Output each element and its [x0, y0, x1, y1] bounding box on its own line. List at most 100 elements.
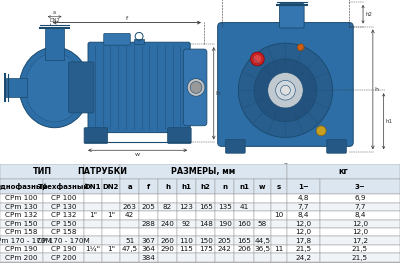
- Bar: [43, 194, 84, 202]
- Text: ПАТРУБКИ: ПАТРУБКИ: [77, 167, 127, 176]
- FancyBboxPatch shape: [218, 23, 353, 146]
- Bar: [0, 202, 43, 211]
- Text: 4,8: 4,8: [298, 195, 309, 201]
- Bar: [0, 253, 43, 262]
- FancyBboxPatch shape: [68, 62, 94, 113]
- Circle shape: [254, 59, 317, 122]
- Bar: [6, 78, 27, 97]
- Text: 205: 205: [218, 238, 232, 244]
- Bar: [177, 228, 196, 236]
- Bar: [102, 236, 120, 245]
- Bar: [177, 202, 196, 211]
- Bar: [196, 179, 215, 194]
- Bar: [196, 219, 215, 228]
- Bar: [158, 211, 177, 219]
- Bar: [320, 211, 400, 219]
- Text: 8,4: 8,4: [298, 212, 309, 218]
- Bar: [254, 228, 271, 236]
- Bar: [254, 179, 271, 194]
- Bar: [43, 202, 84, 211]
- Bar: [158, 179, 177, 194]
- Bar: [120, 211, 139, 219]
- Text: ТИП: ТИП: [32, 167, 52, 176]
- Text: h1: h1: [386, 119, 393, 124]
- Bar: [139, 194, 158, 202]
- Text: h: h: [216, 91, 220, 96]
- Bar: [196, 253, 215, 262]
- Text: 8,4: 8,4: [354, 212, 366, 218]
- Bar: [158, 236, 177, 245]
- Text: 288: 288: [142, 221, 156, 227]
- Bar: [0, 164, 84, 179]
- Text: CPm 130: CPm 130: [5, 204, 38, 210]
- Text: 240: 240: [161, 221, 174, 227]
- Text: CPm 170 - 170M: CPm 170 - 170M: [0, 238, 52, 244]
- Text: 367: 367: [142, 238, 156, 244]
- Text: w: w: [259, 184, 266, 190]
- Bar: [158, 194, 177, 202]
- Text: 1": 1": [107, 212, 115, 218]
- Bar: [43, 211, 84, 219]
- Text: 41: 41: [239, 204, 249, 210]
- Text: 12,0: 12,0: [296, 221, 312, 227]
- Text: 1": 1": [107, 246, 115, 252]
- Bar: [234, 253, 254, 262]
- Bar: [215, 211, 234, 219]
- Text: 260: 260: [161, 238, 174, 244]
- Text: CP 150: CP 150: [51, 221, 76, 227]
- Bar: [234, 219, 254, 228]
- Text: a: a: [127, 184, 132, 190]
- Bar: [43, 219, 84, 228]
- Bar: [0, 219, 43, 228]
- Bar: [120, 228, 139, 236]
- Bar: [254, 219, 271, 228]
- Bar: [271, 236, 287, 245]
- Text: 6,9: 6,9: [354, 195, 366, 201]
- Bar: [215, 236, 234, 245]
- Circle shape: [190, 82, 202, 93]
- Bar: [271, 194, 287, 202]
- Text: CP 200: CP 200: [51, 255, 76, 261]
- Bar: [0, 245, 43, 253]
- Bar: [320, 194, 400, 202]
- Bar: [215, 219, 234, 228]
- Bar: [158, 228, 177, 236]
- Circle shape: [276, 81, 295, 100]
- Bar: [320, 253, 400, 262]
- Text: 123: 123: [180, 204, 193, 210]
- Bar: [134, 39, 144, 44]
- Bar: [0, 179, 43, 194]
- Bar: [320, 202, 400, 211]
- Bar: [120, 194, 139, 202]
- Text: CPm 200: CPm 200: [5, 255, 38, 261]
- Text: h: h: [375, 87, 379, 92]
- Text: DN2: DN2: [103, 184, 119, 190]
- Bar: [254, 245, 271, 253]
- Bar: [120, 219, 139, 228]
- Bar: [177, 253, 196, 262]
- Circle shape: [238, 43, 332, 138]
- Bar: [271, 202, 287, 211]
- Text: n: n: [284, 162, 288, 167]
- Bar: [254, 236, 271, 245]
- Bar: [158, 202, 177, 211]
- Bar: [320, 245, 400, 253]
- Text: CP 100: CP 100: [51, 195, 76, 201]
- Bar: [234, 202, 254, 211]
- Bar: [84, 236, 102, 245]
- Bar: [287, 179, 320, 194]
- Bar: [102, 202, 120, 211]
- Bar: [271, 219, 287, 228]
- Text: h2: h2: [201, 184, 210, 190]
- Bar: [215, 179, 234, 194]
- Text: 205: 205: [142, 204, 156, 210]
- Text: 17,2: 17,2: [352, 238, 368, 244]
- Circle shape: [187, 79, 205, 96]
- Bar: [287, 245, 320, 253]
- Bar: [320, 219, 400, 228]
- Bar: [84, 245, 102, 253]
- Text: кг: кг: [339, 167, 348, 176]
- Text: 7,7: 7,7: [354, 204, 366, 210]
- Bar: [177, 236, 196, 245]
- Bar: [84, 253, 102, 262]
